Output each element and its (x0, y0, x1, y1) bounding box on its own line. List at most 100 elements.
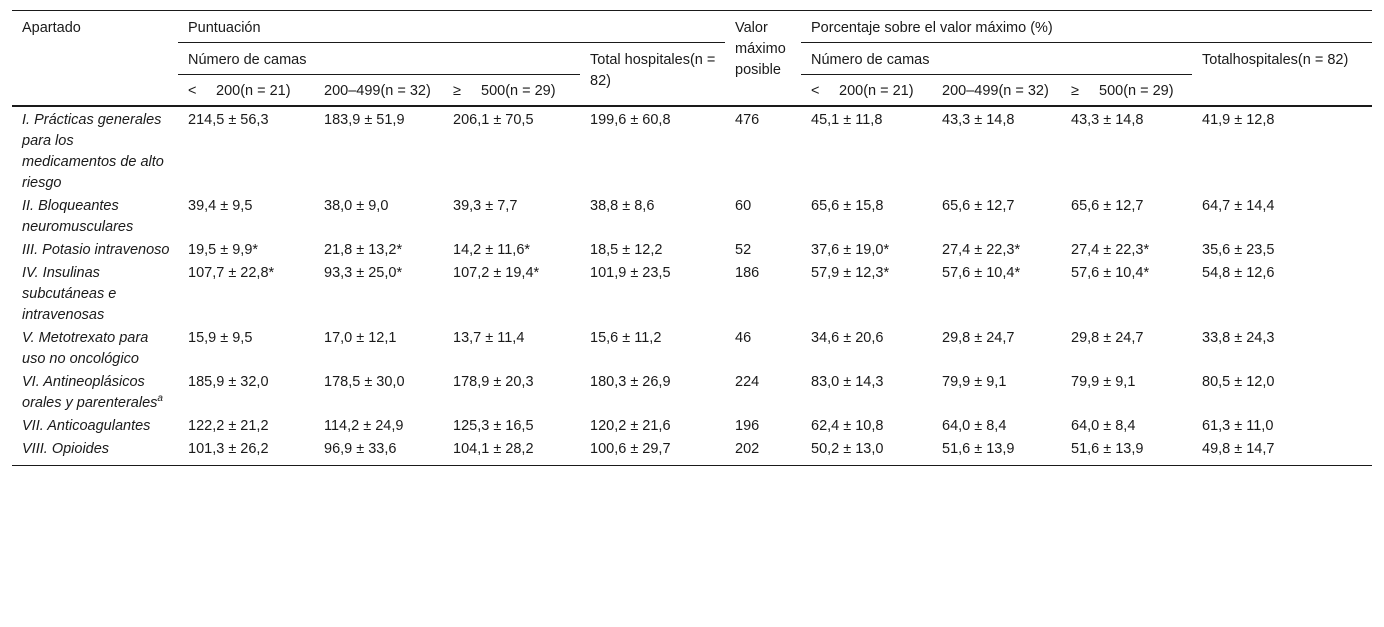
table-row: IV. Insulinas subcutáneas e intravenosas… (12, 261, 1372, 326)
row-section-label: VI. Antineoplásicos orales y parenterale… (12, 370, 178, 414)
table-cell: 34,6 ± 20,6 (811, 330, 884, 346)
table-cell: 120,2 ± 21,6 (590, 418, 671, 434)
table-cell: 51,6 ± 13,9 (932, 437, 1061, 466)
header-group-large: ≥500(n = 29) (443, 74, 580, 107)
results-table: Apartado Puntuación Valor máximo posible… (12, 10, 1373, 466)
table-cell: 65,6 ± 12,7 (942, 198, 1015, 214)
table-cell: 43,3 ± 14,8 (942, 112, 1015, 128)
group-label: 200–499(n = 32) (324, 83, 431, 99)
table-cell: 122,2 ± 21,2 (188, 418, 269, 434)
table-cell: 15,9 ± 9,5 (188, 330, 253, 346)
table-row: VI. Antineoplásicos orales y parenterale… (12, 370, 1372, 414)
header-group-medium-pct: 200–499(n = 32) (932, 74, 1061, 107)
table-cell: 79,9 ± 9,1 (1071, 374, 1136, 390)
section-text: I. Prácticas generales para los medicame… (22, 112, 164, 191)
header-valor-maximo: Valor máximo posible (725, 10, 801, 107)
table-cell: 39,4 ± 9,5 (188, 198, 253, 214)
table-cell: 180,3 ± 26,9 (590, 374, 671, 390)
header-group-small: <200(n = 21) (178, 74, 314, 107)
group-label: 200(n = 21) (216, 83, 291, 99)
section-text: IV. Insulinas subcutáneas e intravenosas (22, 265, 117, 323)
group-label: 500(n = 29) (1099, 83, 1174, 99)
table-cell: 65,6 ± 12,7 (1071, 198, 1144, 214)
table-cell: 476 (735, 112, 760, 128)
comparator-symbol: ≥ (453, 83, 461, 99)
table-cell: 57,6 ± 10,4* (1071, 265, 1150, 281)
table-cell: 107,2 ± 19,4* (453, 265, 540, 281)
header-apartado: Apartado (12, 10, 178, 107)
row-section-label: VII. Anticoagulantes (12, 414, 178, 437)
table-cell: 57,6 ± 10,4* (942, 265, 1021, 281)
table-cell: 60 (735, 198, 752, 214)
header-total-hospitales: Total hospitales(n = 82) (580, 42, 725, 107)
table-cell: 50,2 ± 13,0 (801, 437, 932, 466)
row-section-label: IV. Insulinas subcutáneas e intravenosas (12, 261, 178, 326)
table-cell: 13,7 ± 11,4 (453, 330, 525, 346)
header-group-large-pct: ≥500(n = 29) (1061, 74, 1192, 107)
table-cell: 45,1 ± 11,8 (811, 112, 883, 128)
table-cell: 64,7 ± 14,4 (1202, 198, 1275, 214)
table-cell: 79,9 ± 9,1 (942, 374, 1007, 390)
group-label: 200–499(n = 32) (942, 83, 1049, 99)
header-group-medium: 200–499(n = 32) (314, 74, 443, 107)
table-cell: 178,9 ± 20,3 (453, 374, 534, 390)
table-cell: 52 (735, 242, 752, 258)
header-numero-camas-puntuacion: Número de camas (178, 42, 580, 75)
header-puntuacion: Puntuación (178, 10, 725, 43)
table-row: III. Potasio intravenoso 19,5 ± 9,9* 21,8 … (12, 238, 1372, 261)
table-cell: 57,9 ± 12,3* (811, 265, 890, 281)
table-cell: 49,8 ± 14,7 (1192, 437, 1373, 466)
table-cell: 93,3 ± 25,0* (324, 265, 403, 281)
table-cell: 101,9 ± 23,5 (590, 265, 671, 281)
table-row: VIII. Opioides 101,3 ± 26,2 96,9 ± 33,6 104… (12, 437, 1373, 466)
section-text: III. Potasio intravenoso (22, 242, 170, 258)
table-cell: 100,6 ± 29,7 (580, 437, 725, 466)
table-cell: 196 (735, 418, 760, 434)
table-cell: 21,8 ± 13,2* (324, 242, 403, 258)
table-cell: 27,4 ± 22,3* (942, 242, 1021, 258)
table-cell: 29,8 ± 24,7 (942, 330, 1015, 346)
table-row: V. Metotrexato para uso no oncológico 15,… (12, 326, 1372, 370)
row-section-label: VIII. Opioides (12, 437, 178, 466)
table-cell: 39,3 ± 7,7 (453, 198, 518, 214)
row-section-label: III. Potasio intravenoso (12, 238, 178, 261)
table-container: Apartado Puntuación Valor máximo posible… (12, 10, 1373, 466)
table-cell: 15,6 ± 11,2 (590, 330, 662, 346)
table-cell: 186 (735, 265, 760, 281)
table-cell: 104,1 ± 28,2 (443, 437, 580, 466)
row-section-label: I. Prácticas generales para los medicame… (12, 106, 178, 194)
table-cell: 38,8 ± 8,6 (590, 198, 655, 214)
table-cell: 62,4 ± 10,8 (811, 418, 884, 434)
table-cell: 224 (735, 374, 760, 390)
table-row: VII. Anticoagulantes 122,2 ± 21,2 114,2 ± … (12, 414, 1372, 437)
row-section-label: II. Bloqueantes neuromusculares (12, 194, 178, 238)
section-text: VI. Antineoplásicos orales y parenterale… (22, 374, 158, 411)
header-numero-camas-porcentaje: Número de camas (801, 42, 1192, 75)
table-cell: 83,0 ± 14,3 (811, 374, 884, 390)
section-text: VIII. Opioides (22, 441, 110, 457)
table-cell: 125,3 ± 16,5 (453, 418, 534, 434)
comparator-symbol: < (188, 83, 197, 99)
table-cell: 37,6 ± 19,0* (811, 242, 890, 258)
table-cell: 35,6 ± 23,5 (1202, 242, 1275, 258)
group-label: 500(n = 29) (481, 83, 556, 99)
group-label: 200(n = 21) (839, 83, 914, 99)
table-cell: 178,5 ± 30,0 (324, 374, 405, 390)
table-cell: 183,9 ± 51,9 (324, 112, 405, 128)
table-cell: 46 (735, 330, 752, 346)
table-cell: 80,5 ± 12,0 (1202, 374, 1275, 390)
table-body: I. Prácticas generales para los medicame… (12, 106, 1373, 466)
table-header: Apartado Puntuación Valor máximo posible… (12, 10, 1373, 107)
header-group-small-pct: <200(n = 21) (801, 74, 932, 107)
table-cell: 214,5 ± 56,3 (188, 112, 269, 128)
table-cell: 114,2 ± 24,9 (324, 418, 404, 434)
table-cell: 41,9 ± 12,8 (1202, 112, 1275, 128)
table-cell: 64,0 ± 8,4 (1071, 418, 1136, 434)
table-cell: 38,0 ± 9,0 (324, 198, 389, 214)
footnote-marker: a (157, 393, 163, 405)
table-cell: 64,0 ± 8,4 (942, 418, 1007, 434)
table-cell: 33,8 ± 24,3 (1202, 330, 1275, 346)
comparator-symbol: ≥ (1071, 83, 1079, 99)
table-row: II. Bloqueantes neuromusculares 39,4 ± 9,… (12, 194, 1372, 238)
table-cell: 27,4 ± 22,3* (1071, 242, 1150, 258)
